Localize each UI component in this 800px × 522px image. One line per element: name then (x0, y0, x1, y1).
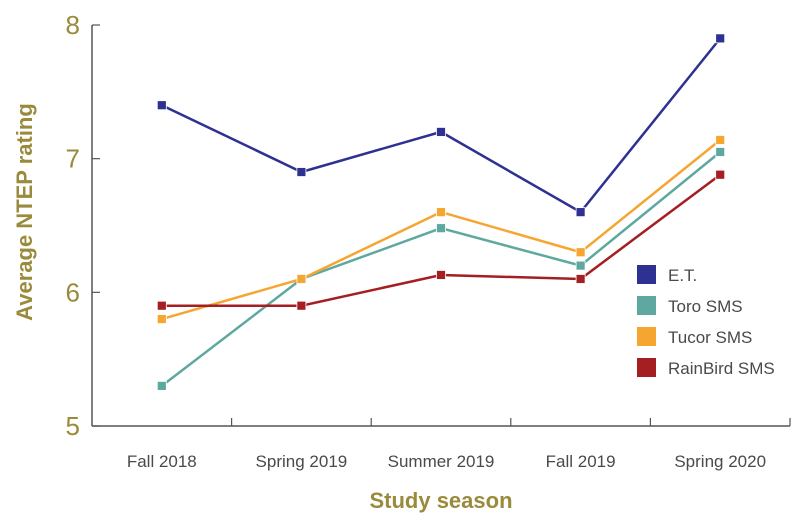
data-point (715, 147, 726, 157)
legend-swatch (637, 327, 656, 346)
series-points (156, 33, 726, 391)
x-tick-label: Summer 2019 (388, 452, 495, 471)
axes (91, 25, 790, 427)
data-point (296, 300, 307, 311)
x-axis-title: Study season (369, 488, 512, 513)
data-point (296, 274, 307, 284)
x-tick-label: Spring 2019 (256, 452, 348, 471)
data-point (436, 207, 446, 218)
y-tick-label: 7 (66, 144, 80, 174)
data-point (296, 167, 307, 177)
x-ticks: Fall 2018 Spring 2019 Summer 2019 Fall 2019… (127, 418, 791, 471)
legend-swatch (637, 296, 656, 315)
data-point (156, 380, 167, 391)
data-point (156, 300, 167, 311)
legend-swatch (637, 265, 656, 284)
series-line-1 (161, 151, 721, 387)
data-point (436, 127, 446, 137)
data-point (156, 100, 167, 111)
data-point (575, 260, 586, 271)
y-tick-label: 5 (66, 411, 80, 441)
legend-label: Toro SMS (668, 297, 743, 316)
y-ticks: 5 6 7 8 (66, 10, 100, 441)
x-tick-label: Fall 2019 (546, 452, 616, 471)
x-tick-label: Spring 2020 (674, 452, 766, 471)
data-point (715, 169, 726, 180)
legend-swatch (637, 358, 656, 377)
y-tick-label: 6 (66, 277, 80, 307)
y-tick-label: 8 (66, 10, 80, 40)
legend-label: E.T. (668, 266, 697, 285)
data-point (575, 207, 586, 218)
data-point (575, 247, 586, 258)
legend-label: RainBird SMS (668, 359, 775, 378)
data-point (156, 314, 167, 324)
series-line-0 (161, 37, 722, 214)
data-point (436, 270, 446, 280)
data-point (575, 274, 586, 284)
data-point (715, 33, 726, 44)
data-point (436, 223, 446, 234)
legend-label: Tucor SMS (668, 328, 752, 347)
series-line-3 (161, 173, 721, 307)
x-tick-label: Fall 2018 (127, 452, 197, 471)
legend: E.T. Toro SMS Tucor SMS RainBird SMS (637, 265, 775, 378)
data-point (715, 135, 726, 145)
y-axis-title: Average NTEP rating (12, 103, 37, 321)
